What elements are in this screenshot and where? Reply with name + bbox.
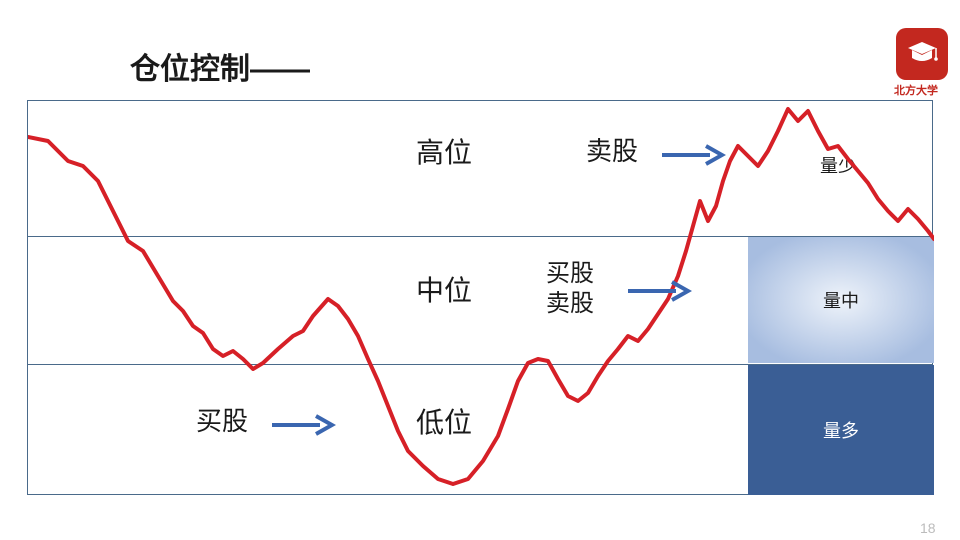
- price-curve: [28, 101, 934, 496]
- chart-container: 量中 量多 量少 高位 中位 低位 卖股 买股 卖股 买股: [27, 100, 933, 495]
- graduation-cap-icon: [902, 34, 942, 74]
- brand-name: 北方大学: [894, 82, 938, 98]
- page-title: 仓位控制——: [130, 44, 310, 88]
- slide: 仓位控制—— 北方大学 量中 量多 量少 高位 中位 低位 卖股 买股 卖股 买…: [0, 0, 960, 540]
- arrow-icon: [660, 143, 726, 167]
- zone-label-low: 低位: [416, 401, 472, 441]
- action-sell-mid: 卖股: [546, 283, 594, 318]
- brand-logo: [896, 28, 948, 80]
- zone-label-high: 高位: [416, 131, 472, 171]
- arrow-icon: [626, 279, 692, 303]
- zone-label-mid: 中位: [416, 269, 472, 309]
- action-buy-low: 买股: [196, 401, 248, 438]
- arrow-icon: [270, 413, 336, 437]
- action-sell-high: 卖股: [586, 131, 638, 168]
- page-number: 18: [920, 520, 936, 536]
